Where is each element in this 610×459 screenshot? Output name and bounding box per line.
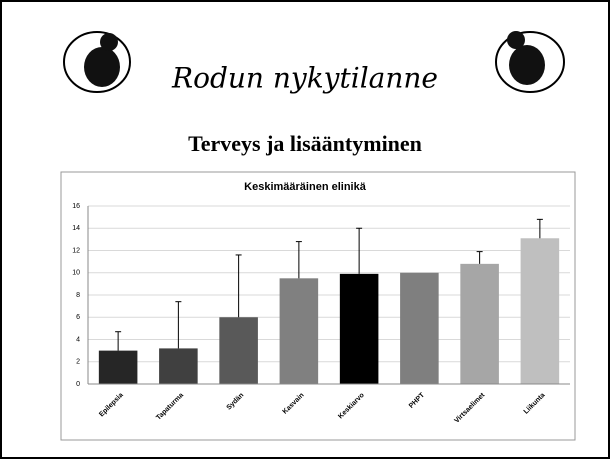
y-tick-label: 12 bbox=[72, 247, 80, 254]
y-tick-label: 6 bbox=[76, 314, 80, 321]
bar bbox=[159, 348, 198, 384]
y-tick-label: 10 bbox=[72, 270, 80, 277]
slide-canvas: Rodun nykytilanne Terveys ja lisääntymin… bbox=[2, 2, 608, 457]
dog-right bbox=[496, 31, 564, 92]
y-tick-label: 8 bbox=[76, 292, 80, 299]
slide-subtitle: Terveys ja lisääntyminen bbox=[188, 131, 422, 156]
bar bbox=[400, 273, 439, 384]
chart-title: Keskimääräinen elinikä bbox=[244, 181, 367, 193]
bar bbox=[340, 274, 379, 384]
y-tick-label: 16 bbox=[72, 203, 80, 210]
slide-title: Rodun nykytilanne bbox=[171, 62, 438, 95]
y-tick-label: 14 bbox=[72, 225, 80, 232]
bar bbox=[460, 264, 499, 384]
y-tick-label: 2 bbox=[76, 359, 80, 366]
y-tick-label: 0 bbox=[76, 381, 80, 388]
dog-left bbox=[64, 32, 130, 92]
bar bbox=[521, 238, 560, 384]
y-tick-label: 4 bbox=[76, 336, 80, 343]
slide: Rodun nykytilanne Terveys ja lisääntymin… bbox=[0, 0, 610, 459]
bar bbox=[280, 278, 319, 384]
bar bbox=[99, 351, 138, 384]
bar bbox=[219, 317, 258, 384]
